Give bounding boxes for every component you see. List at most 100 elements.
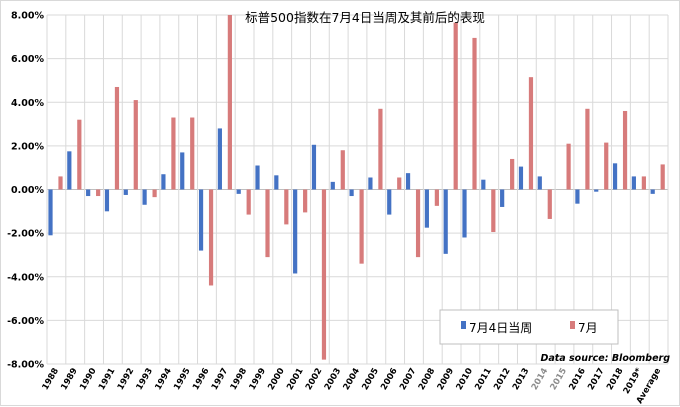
y-tick-label: 8.00% [11,11,44,22]
x-tick-label: 1993 [135,366,156,392]
bar-july [153,190,157,198]
bar-week-of-july4 [538,176,542,189]
x-tick-label: 2003 [323,366,344,392]
bar-week-of-july4 [331,182,335,190]
bar-july [604,143,608,190]
y-axis-ticks: 8.00%6.00%4.00%2.00%0.00%-2.00%-4.00%-6.… [7,11,44,371]
x-tick-label: 2014 [530,366,551,392]
x-tick-label: 2013 [511,366,532,392]
bar-week-of-july4 [651,190,655,194]
bar-july [472,38,476,190]
bar-july [397,178,401,190]
bar-week-of-july4 [161,174,165,189]
bar-july [529,77,533,189]
x-tick-label: 2011 [473,366,494,392]
bar-july [265,190,269,258]
x-tick-label: 1994 [153,366,174,392]
x-tick-label: 2008 [417,366,438,392]
bar-week-of-july4 [180,152,184,189]
y-tick-label: -6.00% [7,316,44,327]
bar-july [454,23,458,190]
x-tick-label: 2010 [455,366,476,392]
bar-july [284,190,288,225]
bar-july [642,176,646,189]
x-tick-label: 1992 [116,366,137,392]
bar-july [567,144,571,190]
y-tick-label: -2.00% [7,229,44,240]
bar-week-of-july4 [500,190,504,207]
bar-july [209,190,213,286]
y-tick-label: 4.00% [11,98,44,109]
y-tick-label: 6.00% [11,54,44,65]
x-tick-label: 2001 [285,366,306,392]
bar-week-of-july4 [444,190,448,254]
bar-week-of-july4 [48,190,52,236]
bar-week-of-july4 [350,190,354,197]
bar-week-of-july4 [575,190,579,204]
x-tick-label: 2005 [360,366,381,392]
x-tick-label: 2009 [436,366,457,392]
bar-july [247,190,251,215]
bar-week-of-july4 [218,128,222,189]
x-tick-label: 2004 [342,366,363,392]
bar-week-of-july4 [594,190,598,192]
bar-week-of-july4 [274,175,278,189]
bar-july [661,164,665,189]
bar-week-of-july4 [613,163,617,189]
bar-week-of-july4 [519,167,523,190]
bar-july [115,87,119,190]
legend-swatch-week [461,321,466,329]
bar-week-of-july4 [368,178,372,190]
x-tick-label: 2015 [549,366,570,392]
bar-week-of-july4 [143,190,147,205]
bar-july [435,190,439,206]
y-tick-label: 2.00% [11,141,44,152]
x-tick-label: 1996 [191,366,212,392]
bar-july [585,109,589,190]
bar-week-of-july4 [462,190,466,238]
x-tick-label: 2007 [398,366,419,392]
data-source-note: Data source: Bloomberg [540,353,670,364]
x-tick-label: 1997 [210,366,231,392]
bar-week-of-july4 [199,190,203,251]
bar-july [360,190,364,264]
bar-july [623,111,627,190]
bar-july [341,150,345,189]
bar-week-of-july4 [105,190,109,212]
legend-swatch-july [570,321,575,329]
x-tick-label: 2006 [379,366,400,392]
bar-week-of-july4 [387,190,391,215]
y-tick-label: -8.00% [7,360,44,371]
x-tick-label: 1990 [78,366,99,392]
x-tick-label: 2017 [586,366,607,392]
bar-july [228,15,232,190]
bar-week-of-july4 [86,190,90,197]
x-tick-label: 1991 [97,366,118,392]
x-axis-ticks: 1988198919901991199219931994199519961997… [41,366,664,406]
bar-week-of-july4 [632,176,636,189]
bar-july [548,190,552,219]
bar-week-of-july4 [255,166,259,190]
bar-week-of-july4 [237,190,241,194]
bar-week-of-july4 [312,145,316,190]
legend: 7月4日当周 7月 [440,310,618,344]
bar-week-of-july4 [425,190,429,228]
bar-july [134,100,138,189]
bar-july [190,118,194,190]
y-tick-label: -4.00% [7,272,44,283]
x-tick-label: 2012 [492,366,513,392]
bar-july [378,109,382,190]
chart-title: 标普500指数在7月4日当周及其前后的表现 [245,10,485,25]
bar-july [491,190,495,233]
bar-july [303,190,307,213]
x-tick-label: 2000 [266,366,287,392]
bar-week-of-july4 [67,151,71,189]
x-tick-label: 1989 [59,366,80,392]
bar-july [96,190,100,197]
x-tick-label: 1998 [229,366,250,392]
legend-label-week: 7月4日当周 [469,321,532,335]
bar-july [322,190,326,360]
legend-label-july: 7月 [578,321,598,335]
